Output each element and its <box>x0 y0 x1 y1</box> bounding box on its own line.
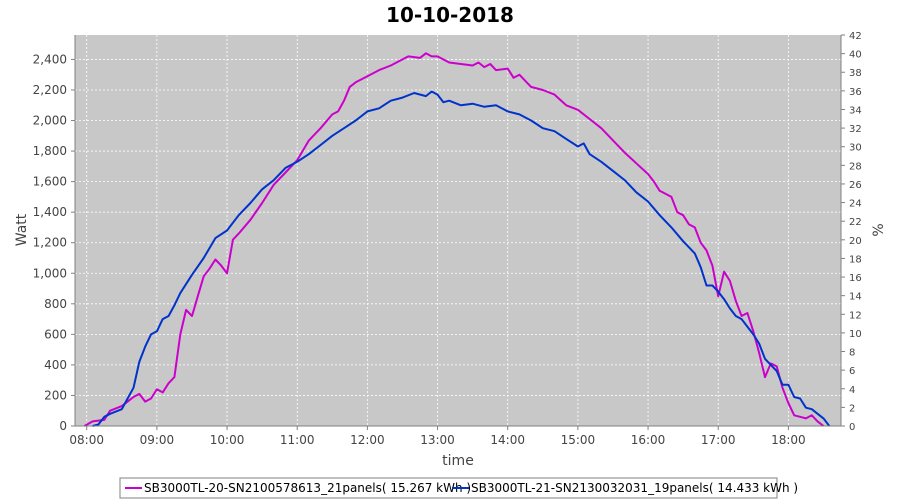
y-tick-label: 1,000 <box>33 266 67 280</box>
y2-tick-label: 30 <box>849 143 862 154</box>
x-tick-label: 08:00 <box>69 433 104 447</box>
y-tick-label: 1,800 <box>33 144 67 158</box>
y-tick-label: 1,400 <box>33 205 67 219</box>
y2-tick-label: 4 <box>849 385 855 396</box>
y2-axis-title: % <box>871 223 887 236</box>
legend-box <box>119 477 778 499</box>
axes <box>74 35 842 427</box>
y2-tick-label: 40 <box>849 50 862 61</box>
y2-tick-label: 6 <box>849 366 855 377</box>
x-tick-label: 14:00 <box>490 433 525 447</box>
legend: SB3000TL-20-SN2100578613_21panels( 15.26… <box>119 477 798 499</box>
x-tick-label: 10:00 <box>210 433 245 447</box>
y2-tick-label: 42 <box>849 31 862 42</box>
legend-label-series-2: SB3000TL-21-SN2130032031_19panels( 14.43… <box>471 481 798 495</box>
y2-tick-label: 2 <box>849 403 855 414</box>
y-tick-label: 2,000 <box>33 114 67 128</box>
y2-tick-label: 28 <box>849 161 862 172</box>
y2-tick-label: 38 <box>849 68 862 79</box>
y-tick-label: 1,600 <box>33 175 67 189</box>
y2-tick-label: 24 <box>849 199 862 210</box>
y2-tick-label: 14 <box>849 292 862 303</box>
x-tick-label: 09:00 <box>140 433 175 447</box>
y2-tick-label: 12 <box>849 310 862 321</box>
y2-tick-label: 34 <box>849 105 862 116</box>
y-tick-label: 1,200 <box>33 236 67 250</box>
x-tick-label: 16:00 <box>631 433 666 447</box>
x-axis-title: time <box>442 453 474 469</box>
series-line-2 <box>92 90 831 427</box>
x-tick-label: 11:00 <box>280 433 315 447</box>
y2-tick-label: 20 <box>849 236 862 247</box>
y-axis-ticks: 0 200 400 600 800 1,000 1,200 1,400 1,600 1,800 2,… <box>33 52 75 433</box>
x-tick-label: 15:00 <box>561 433 596 447</box>
y2-tick-label: 32 <box>849 124 862 135</box>
y-tick-label: 600 <box>44 327 67 341</box>
y-tick-label: 0 <box>59 419 67 433</box>
y2-tick-label: 22 <box>849 217 862 228</box>
series-lines <box>83 52 831 427</box>
y2-tick-label: 36 <box>849 87 862 98</box>
x-axis-ticks: 08:00 09:00 10:00 11:00 12:00 13:00 14:00 15:00… <box>69 426 806 447</box>
y2-tick-label: 16 <box>849 273 862 284</box>
y2-tick-label: 18 <box>849 254 862 265</box>
x-tick-label: 13:00 <box>420 433 455 447</box>
y-tick-label: 200 <box>44 388 67 402</box>
plot-area <box>75 35 841 426</box>
y2-tick-label: 10 <box>849 329 862 340</box>
y2-tick-label: 0 <box>849 422 855 433</box>
y-tick-label: 2,400 <box>33 52 67 66</box>
y-tick-label: 800 <box>44 297 67 311</box>
grid-lines <box>75 35 841 427</box>
y-axis-title: Watt <box>14 213 30 246</box>
y-tick-label: 400 <box>44 358 67 372</box>
y2-tick-label: 26 <box>849 180 862 191</box>
y-tick-label: 2,200 <box>33 83 67 97</box>
x-tick-label: 17:00 <box>701 433 736 447</box>
y2-tick-label: 8 <box>849 348 855 359</box>
x-tick-label: 12:00 <box>350 433 385 447</box>
chart-title: 10-10-2018 <box>386 3 514 27</box>
series-line-1 <box>83 52 825 427</box>
legend-label-series-1: SB3000TL-20-SN2100578613_21panels( 15.26… <box>144 481 471 495</box>
x-tick-label: 18:00 <box>771 433 806 447</box>
